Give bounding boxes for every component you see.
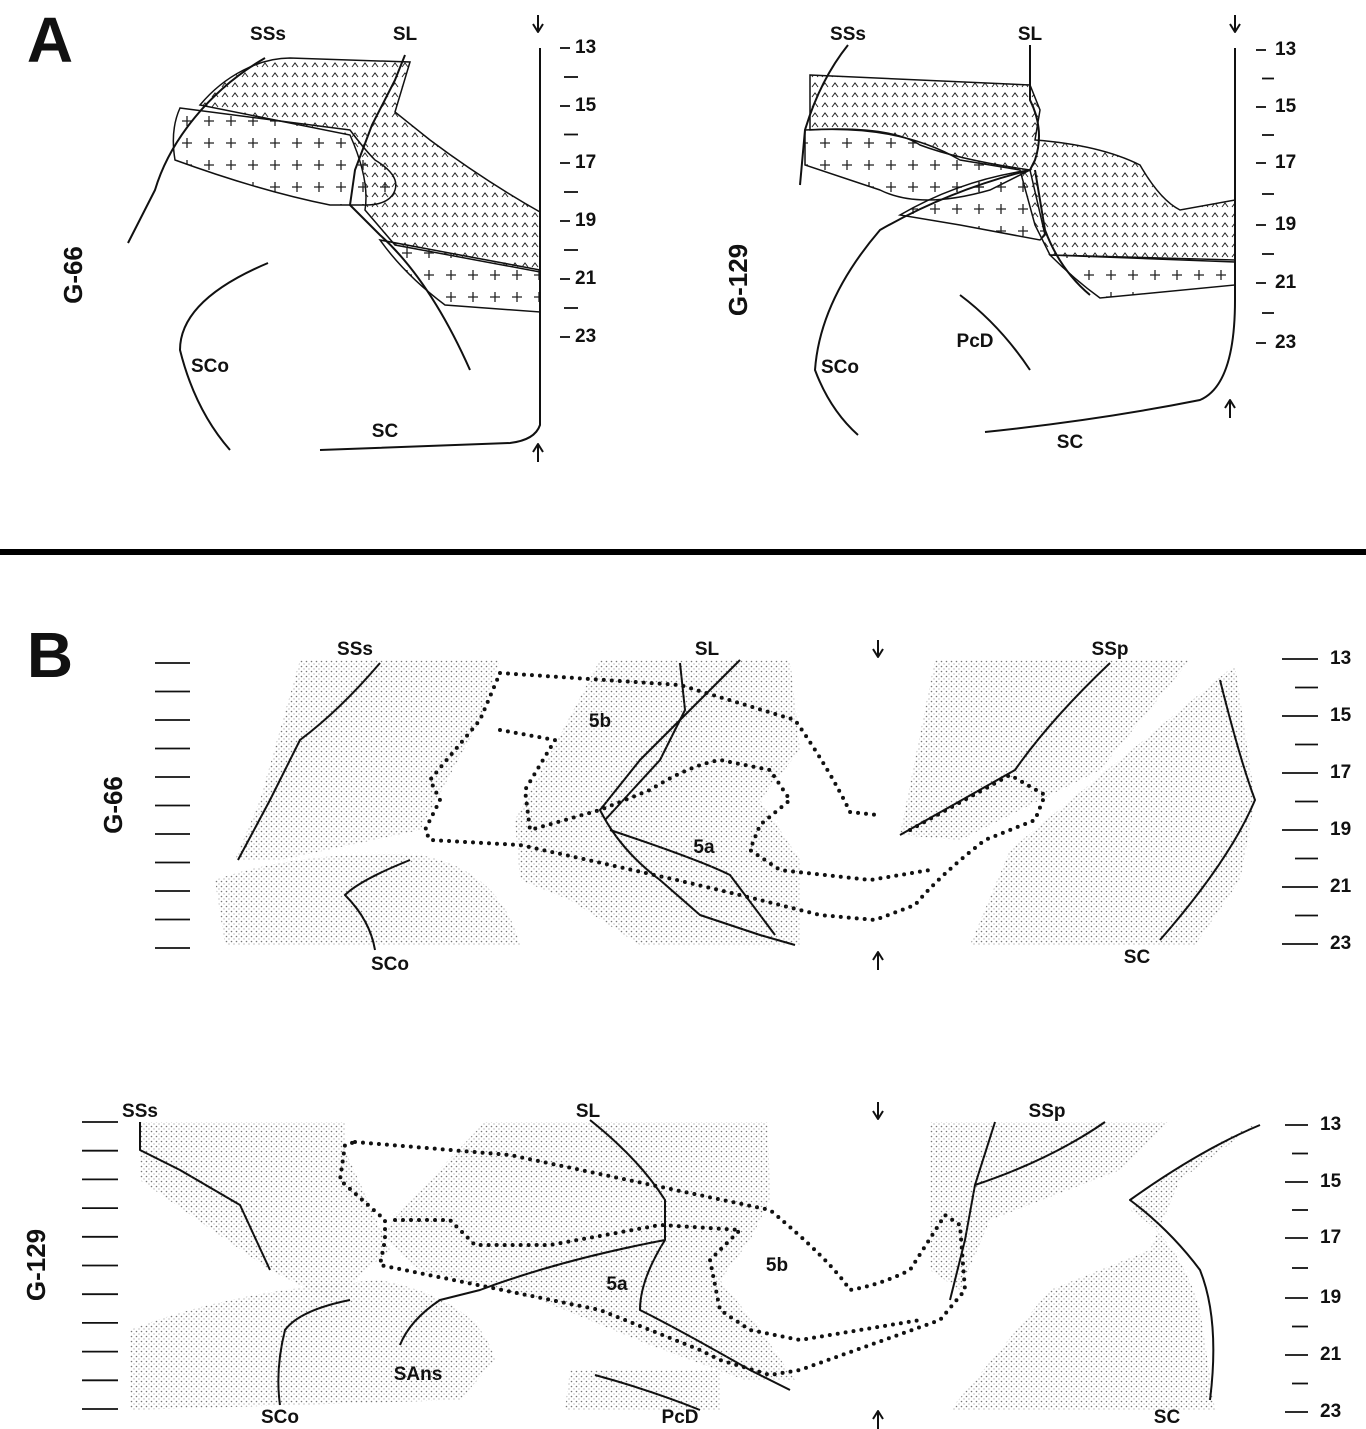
- region-label: 5a: [606, 1274, 628, 1295]
- depth-label: 15: [575, 95, 597, 116]
- depth-label: 19: [1275, 214, 1296, 235]
- depth-label: 23: [1275, 332, 1296, 353]
- region-label: PcD: [957, 331, 994, 352]
- depth-label: 21: [1320, 1344, 1342, 1365]
- depth-label: 21: [575, 268, 597, 289]
- depth-label: 17: [1275, 152, 1296, 173]
- region-label: SSp: [1092, 639, 1129, 660]
- depth-label: 13: [1275, 39, 1296, 60]
- depth-label: 19: [1320, 1287, 1341, 1308]
- depth-label: 15: [1320, 1171, 1342, 1192]
- map-a-g129: [799, 15, 1241, 436]
- region-label: SCo: [371, 954, 409, 975]
- region-label: SCo: [191, 356, 229, 377]
- region-label: 5a: [693, 837, 715, 858]
- depth-label: 13: [1330, 648, 1351, 669]
- specimen-id: G-66: [58, 246, 88, 304]
- depth-label: 15: [1330, 705, 1352, 726]
- region-label: SSs: [250, 24, 286, 45]
- region-label: SSs: [122, 1101, 158, 1122]
- map-b-g66: [215, 640, 1256, 970]
- depth-label: 19: [1330, 819, 1351, 840]
- region-label: 5b: [589, 711, 611, 732]
- depth-label: 19: [575, 210, 596, 231]
- region-label: SCo: [261, 1407, 299, 1428]
- region-label: SL: [695, 639, 720, 660]
- panel-label: B: [27, 619, 73, 691]
- region-label: SL: [576, 1101, 601, 1122]
- region-label: SL: [393, 24, 418, 45]
- region-label: SC: [372, 421, 399, 442]
- specimen-id: G-129: [723, 244, 753, 316]
- depth-label: 17: [1330, 762, 1351, 783]
- region-label: PcD: [662, 1407, 699, 1428]
- depth-label: 23: [1320, 1401, 1341, 1422]
- region-label: SSs: [337, 639, 373, 660]
- map-a-g66: [127, 15, 544, 462]
- region-label: SSp: [1029, 1101, 1066, 1122]
- depth-label: 23: [1330, 933, 1351, 954]
- region-label: SL: [1018, 24, 1043, 45]
- depth-label: 17: [575, 152, 596, 173]
- depth-label: 21: [1330, 876, 1352, 897]
- depth-label: 15: [1275, 96, 1297, 117]
- region-label: SCo: [821, 357, 859, 378]
- depth-label: 23: [575, 326, 596, 347]
- depth-label: 13: [575, 37, 596, 58]
- region-label: SC: [1057, 432, 1084, 453]
- region-label: SC: [1124, 947, 1151, 968]
- region-label: SAns: [394, 1364, 443, 1385]
- panel-label: A: [27, 4, 73, 76]
- region-label: 5b: [766, 1255, 788, 1276]
- specimen-id: G-66: [98, 776, 128, 834]
- depth-label: 17: [1320, 1227, 1341, 1248]
- map-b-g129: [130, 1102, 1261, 1429]
- region-label: SSs: [830, 24, 866, 45]
- depth-label: 13: [1320, 1114, 1341, 1135]
- specimen-id: G-129: [21, 1229, 51, 1301]
- depth-label: 21: [1275, 272, 1297, 293]
- region-label: SC: [1154, 1407, 1181, 1428]
